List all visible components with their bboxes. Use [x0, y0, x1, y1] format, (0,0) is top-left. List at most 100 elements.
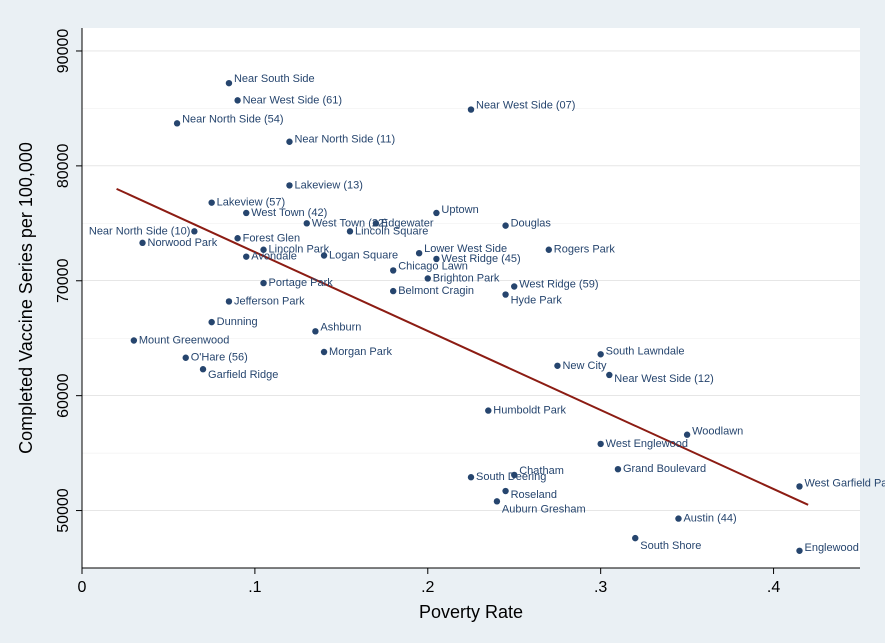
- data-point: [312, 328, 318, 334]
- point-label: Brighton Park: [433, 272, 500, 284]
- data-point: [286, 139, 292, 145]
- point-label: Chicago Lawn: [398, 260, 468, 272]
- data-point: [191, 228, 197, 234]
- x-tick-label: 0: [78, 579, 87, 596]
- point-label: Woodlawn: [692, 426, 743, 438]
- point-label: Near South Side: [234, 73, 315, 85]
- point-label: New City: [562, 360, 607, 372]
- point-label: Near North Side (11): [294, 134, 395, 146]
- data-point: [243, 253, 249, 259]
- point-label: Near North Side (54): [182, 113, 283, 125]
- x-tick-label: .1: [248, 579, 261, 596]
- point-label: Jefferson Park: [234, 295, 305, 307]
- point-label: Austin (44): [683, 513, 736, 525]
- point-label: Near West Side (12): [614, 373, 713, 385]
- point-label: Logan Square: [329, 249, 398, 261]
- point-label: Hyde Park: [511, 295, 563, 307]
- point-label: Humboldt Park: [493, 405, 566, 417]
- data-point: [304, 220, 310, 226]
- data-point: [321, 349, 327, 355]
- data-point: [554, 363, 560, 369]
- data-point: [502, 291, 508, 297]
- point-label: Lakeview (13): [294, 179, 362, 191]
- point-label: Near North Side (10): [89, 225, 191, 237]
- data-point: [174, 120, 180, 126]
- point-label: South Deering: [476, 471, 546, 483]
- data-point: [502, 222, 508, 228]
- point-label: Auburn Gresham: [502, 503, 586, 515]
- point-label: Belmont Cragin: [398, 285, 474, 297]
- y-tick-label: 60000: [55, 373, 72, 418]
- data-point: [796, 483, 802, 489]
- data-point: [183, 355, 189, 361]
- point-label: Portage Park: [269, 277, 334, 289]
- data-point: [226, 80, 232, 86]
- point-label: Douglas: [511, 218, 552, 230]
- point-label: West Englewood: [606, 438, 688, 450]
- x-tick-label: .2: [421, 579, 434, 596]
- y-tick-label: 80000: [55, 144, 72, 189]
- point-label: Norwood Park: [148, 237, 218, 249]
- point-label: Englewood: [804, 542, 858, 554]
- point-label: Grand Boulevard: [623, 463, 706, 475]
- data-point: [286, 182, 292, 188]
- data-point: [234, 235, 240, 241]
- data-point: [347, 228, 353, 234]
- y-axis-label: Completed Vaccine Series per 100,000: [16, 142, 36, 454]
- point-label: O'Hare (56): [191, 352, 248, 364]
- point-label: Garfield Ridge: [208, 369, 278, 381]
- point-label: South Lawndale: [606, 345, 685, 357]
- data-point: [502, 488, 508, 494]
- data-point: [243, 210, 249, 216]
- data-point: [226, 298, 232, 304]
- data-point: [632, 535, 638, 541]
- point-label: Forest Glen: [243, 232, 300, 244]
- data-point: [139, 240, 145, 246]
- data-point: [200, 366, 206, 372]
- data-point: [208, 319, 214, 325]
- data-point: [390, 288, 396, 294]
- data-point: [321, 252, 327, 258]
- point-label: Morgan Park: [329, 346, 392, 358]
- point-label: Ashburn: [320, 321, 361, 333]
- point-label: Avondale: [251, 251, 297, 263]
- y-tick-label: 70000: [55, 258, 72, 303]
- data-point: [485, 407, 491, 413]
- point-label: Near West Side (61): [243, 94, 342, 106]
- data-point: [606, 372, 612, 378]
- data-point: [260, 280, 266, 286]
- data-point: [208, 199, 214, 205]
- data-point: [546, 247, 552, 253]
- x-axis-label: Poverty Rate: [419, 602, 523, 622]
- chart-svg: 50000 60000 70000 80000 90000 0 .1 .2 .3 .4 Povert…: [0, 0, 885, 643]
- data-point: [597, 351, 603, 357]
- point-label: Dunning: [217, 316, 258, 328]
- point-label: Uptown: [441, 204, 478, 216]
- point-label: Lincoln Square: [355, 225, 428, 237]
- scatter-chart: 50000 60000 70000 80000 90000 0 .1 .2 .3 .4 Povert…: [0, 0, 885, 643]
- data-point: [433, 210, 439, 216]
- data-point: [615, 466, 621, 472]
- data-point: [468, 474, 474, 480]
- data-point: [390, 267, 396, 273]
- point-label: West Garfield Park: [804, 477, 885, 489]
- point-label: Near West Side (07): [476, 100, 575, 112]
- y-tick-label: 50000: [55, 488, 72, 533]
- point-label: South Shore: [640, 540, 701, 552]
- data-point: [796, 548, 802, 554]
- x-tick-label: .4: [767, 579, 780, 596]
- data-point: [416, 250, 422, 256]
- data-point: [597, 441, 603, 447]
- data-point: [468, 106, 474, 112]
- data-point: [511, 283, 517, 289]
- point-label: Roseland: [511, 489, 557, 501]
- x-tick-label: .3: [594, 579, 607, 596]
- data-point: [234, 97, 240, 103]
- data-point: [425, 275, 431, 281]
- point-label: Rogers Park: [554, 244, 616, 256]
- y-tick-label: 90000: [55, 29, 72, 74]
- point-label: Mount Greenwood: [139, 335, 230, 347]
- data-point: [494, 498, 500, 504]
- data-point: [131, 337, 137, 343]
- data-point: [675, 515, 681, 521]
